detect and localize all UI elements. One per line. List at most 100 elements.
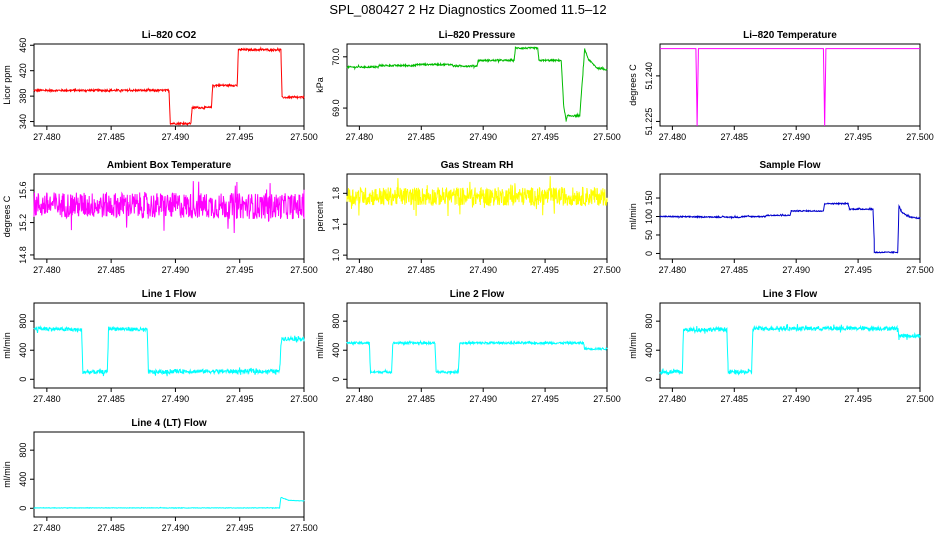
x-tick-label: 27.485 (97, 523, 125, 533)
panel-7: Line 1 Flow ml/min 27.480 27.485 27.490 27.49… (2, 289, 318, 404)
x-tick-label: 27.480 (346, 265, 374, 275)
x-tick-label: 27.485 (721, 132, 749, 142)
series-line (346, 176, 608, 217)
series-line (659, 201, 921, 255)
panel-title: Line 1 Flow (142, 289, 197, 300)
x-tick-label: 27.500 (593, 394, 621, 404)
panel-6: Sample Flow ml/min 27.480 27.485 27.490 27.49… (628, 160, 934, 275)
x-tick-label: 27.500 (593, 265, 621, 275)
plot-frame (346, 173, 608, 260)
y-axis-label: ml/min (628, 203, 638, 230)
panel-9: Line 3 Flow ml/min 27.480 27.485 27.490 27.49… (628, 289, 934, 404)
plot-frame (346, 302, 608, 389)
x-tick-label: 27.485 (408, 265, 436, 275)
y-tick-label: 400 (18, 472, 28, 487)
x-tick-label: 27.480 (33, 132, 61, 142)
x-tick-label: 27.485 (97, 132, 125, 142)
plot-frame (33, 43, 305, 127)
x-tick-label: 27.485 (408, 394, 436, 404)
y-tick-label: 0 (331, 377, 341, 382)
x-tick-label: 27.490 (162, 523, 190, 533)
panel-title: Li–820 Pressure (439, 30, 516, 41)
y-tick-label: 15.2 (18, 214, 28, 232)
x-tick-label: 27.500 (290, 132, 318, 142)
y-tick-label: 380 (18, 89, 28, 104)
y-tick-label: 0 (644, 377, 654, 382)
x-tick-label: 27.500 (290, 523, 318, 533)
series-line (659, 324, 921, 376)
y-axis-label: ml/min (628, 332, 638, 359)
y-axis-label: ml/min (315, 332, 325, 359)
x-tick-label: 27.495 (226, 394, 254, 404)
y-tick-label: 100 (644, 209, 654, 224)
y-tick-label: 14.8 (18, 246, 28, 264)
x-tick-label: 27.485 (97, 394, 125, 404)
y-tick-label: 460 (18, 38, 28, 53)
x-tick-label: 27.480 (346, 132, 374, 142)
x-tick-label: 27.495 (531, 394, 559, 404)
plot-frame (33, 173, 305, 260)
x-tick-label: 27.480 (33, 523, 61, 533)
plot-frame (659, 302, 921, 389)
panel-title: Gas Stream RH (441, 160, 514, 171)
x-tick-label: 27.490 (782, 265, 810, 275)
y-axis-label: percent (315, 201, 325, 232)
panel-title: Line 4 (LT) Flow (131, 418, 207, 429)
x-tick-label: 27.490 (782, 394, 810, 404)
x-tick-label: 27.485 (721, 265, 749, 275)
series-line (33, 46, 305, 127)
panel-title: Li–820 CO2 (142, 30, 197, 41)
panels-container: Li–820 CO2 Licor ppm 27.480 27.485 27.490 27.… (2, 30, 934, 533)
x-tick-label: 27.485 (408, 132, 436, 142)
x-tick-label: 27.495 (844, 265, 872, 275)
panel-title: Ambient Box Temperature (107, 160, 232, 171)
series-line (33, 181, 305, 234)
panel-3: Li–820 Temperature degrees C 27.480 27.485 2… (628, 30, 934, 142)
y-tick-label: 69.0 (331, 99, 341, 117)
x-tick-label: 27.480 (659, 132, 687, 142)
panel-10: Line 4 (LT) Flow ml/min 27.480 27.485 27.490… (2, 418, 318, 533)
panel-4: Ambient Box Temperature degrees C 27.480 27… (2, 160, 318, 275)
y-tick-label: 70.0 (331, 48, 341, 66)
panel-title: Sample Flow (759, 160, 820, 171)
panel-title: Line 2 Flow (450, 289, 505, 300)
x-tick-label: 27.490 (469, 265, 497, 275)
y-tick-label: 0 (18, 377, 28, 382)
plot-frame (346, 43, 608, 127)
plot-frame (33, 431, 305, 518)
y-tick-label: 420 (18, 63, 28, 78)
x-tick-label: 27.490 (469, 394, 497, 404)
panel-1: Li–820 CO2 Licor ppm 27.480 27.485 27.490 27.… (2, 30, 318, 142)
x-tick-label: 27.480 (346, 394, 374, 404)
x-tick-label: 27.480 (33, 394, 61, 404)
y-tick-label: 400 (331, 343, 341, 358)
x-tick-label: 27.490 (782, 132, 810, 142)
x-tick-label: 27.490 (162, 394, 190, 404)
x-tick-label: 27.495 (531, 265, 559, 275)
x-tick-label: 27.480 (33, 265, 61, 275)
x-tick-label: 27.495 (226, 523, 254, 533)
x-tick-label: 27.480 (659, 394, 687, 404)
x-tick-label: 27.500 (906, 265, 934, 275)
x-tick-label: 27.500 (593, 132, 621, 142)
y-tick-label: 1.4 (331, 218, 341, 231)
y-axis-label: Licor ppm (2, 65, 12, 105)
series-line (33, 325, 305, 377)
x-tick-label: 27.490 (469, 132, 497, 142)
y-axis-label: kPa (315, 77, 325, 93)
plot-frame (659, 43, 921, 127)
series-line (660, 48, 920, 127)
y-axis-label: ml/min (2, 461, 12, 488)
plot-frame (33, 302, 305, 389)
x-tick-label: 27.495 (844, 132, 872, 142)
y-tick-label: 0 (18, 506, 28, 511)
figure-title: SPL_080427 2 Hz Diagnostics Zoomed 11.5–… (329, 2, 606, 17)
x-tick-label: 27.485 (97, 265, 125, 275)
x-tick-label: 27.490 (162, 132, 190, 142)
y-tick-label: 800 (18, 314, 28, 329)
y-tick-label: 0 (644, 251, 654, 256)
y-axis-label: degrees C (2, 195, 12, 237)
panel-8: Line 2 Flow ml/min 27.480 27.485 27.490 27.49… (315, 289, 621, 404)
series-line (346, 45, 608, 122)
